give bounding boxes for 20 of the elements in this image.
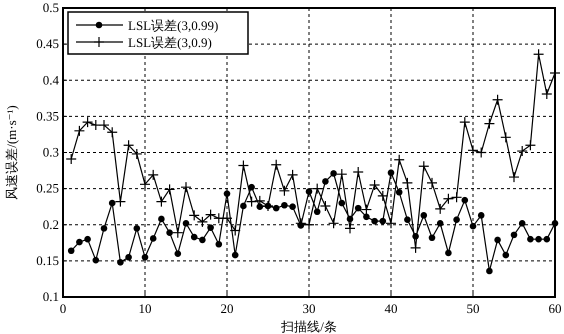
y-tick-label: 0.4 bbox=[42, 72, 60, 88]
legend-label: LSL误差(3,0.9) bbox=[128, 35, 212, 50]
x-tick-label: 30 bbox=[302, 301, 316, 316]
y-tick-label: 0.5 bbox=[42, 0, 59, 15]
y-tick-label: 0.2 bbox=[42, 216, 59, 232]
x-tick-label: 50 bbox=[466, 301, 480, 316]
x-tick-label: 10 bbox=[138, 301, 152, 316]
y-tick-label: 0.35 bbox=[36, 108, 59, 124]
legend-label: LSL误差(3,0.99) bbox=[128, 18, 218, 33]
x-axis-title: 扫描线/条 bbox=[280, 319, 337, 334]
x-tick-label: 0 bbox=[60, 301, 66, 316]
y-tick-label: 0.45 bbox=[36, 36, 59, 52]
x-tick-label: 40 bbox=[384, 301, 398, 316]
y-tick-label: 0.15 bbox=[36, 252, 59, 268]
x-tick-label: 20 bbox=[220, 301, 234, 316]
x-tick-label: 60 bbox=[548, 301, 562, 316]
y-tick-label: 0.25 bbox=[36, 180, 59, 196]
y-tick-label: 0.3 bbox=[42, 144, 59, 160]
y-tick-label: 0.1 bbox=[42, 289, 59, 304]
y-axis-title: 风速误差/(m·s⁻¹) bbox=[4, 105, 19, 200]
